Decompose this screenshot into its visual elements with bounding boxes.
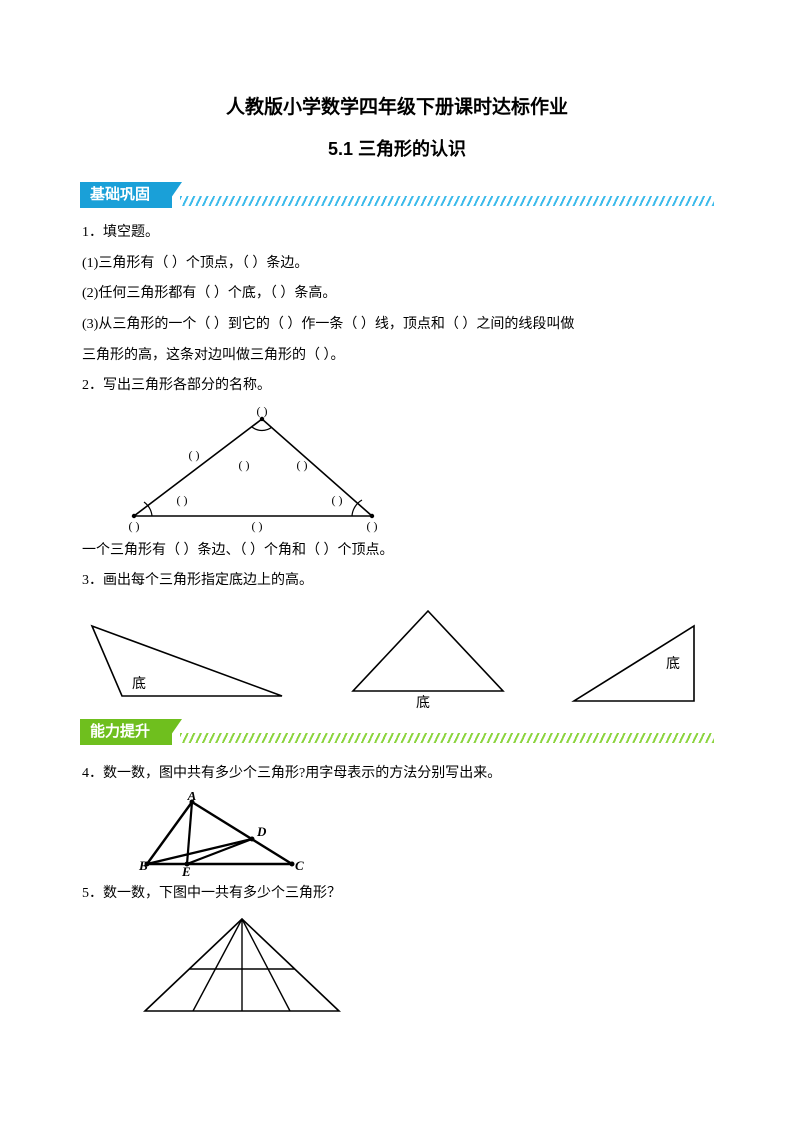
svg-text:( ): ( ) [297, 458, 308, 472]
q3-label-2: 底 [416, 695, 430, 711]
q1-tail: 三角形的高，这条对边叫做三角形的（ ）。 [82, 343, 714, 370]
q4-label-C: C [295, 858, 304, 873]
q3-tri-2: 底 [343, 601, 513, 711]
q1-item-3: (3)从三角形的一个（ ）到它的（ ）作一条（ ）线，顶点和（ ）之间的线段叫做 [82, 312, 714, 339]
q3-head: 3．画出每个三角形指定底边上的高。 [82, 568, 714, 595]
q3-label-1: 底 [132, 676, 146, 692]
svg-text:( ): ( ) [239, 458, 250, 472]
svg-text:( ): ( ) [189, 448, 200, 462]
svg-text:( ): ( ) [257, 404, 268, 418]
q3-tri-3: 底 [564, 616, 714, 711]
title-sub: 5.1 三角形的认识 [80, 132, 714, 166]
q1-item-2: (2)任何三角形都有（ ）个底，（ ）条高。 [82, 281, 714, 308]
q2-head: 2．写出三角形各部分的名称。 [82, 373, 714, 400]
banner-basic-tab: 基础巩固 [80, 182, 172, 208]
banner-ability: 能力提升 [80, 719, 714, 747]
q4-label-B: B [138, 858, 148, 873]
q5-diagram [137, 911, 714, 1021]
q2-diagram: ( ) ( ) ( ) ( ) ( ) ( ) ( ) ( ) ( ) [122, 404, 714, 534]
q1-head: 1．填空题。 [82, 220, 714, 247]
banner-ability-tab: 能力提升 [80, 719, 172, 745]
banner-ability-hatch [180, 733, 714, 743]
svg-text:( ): ( ) [177, 493, 188, 507]
q4-label-A: A [187, 792, 197, 803]
q3-row: 底 底 底 [82, 601, 714, 711]
q3-label-3: 底 [666, 656, 680, 672]
q3-tri-1: 底 [82, 616, 292, 711]
q4-label-D: D [256, 824, 267, 839]
q4-label-E: E [181, 864, 191, 877]
svg-text:( ): ( ) [332, 493, 343, 507]
q5-head: 5．数一数，下图中一共有多少个三角形？ [82, 881, 714, 908]
q1-item-1: (1)三角形有（ ）个顶点，（ ）条边。 [82, 251, 714, 278]
title-main: 人教版小学数学四年级下册课时达标作业 [80, 90, 714, 126]
q2-summary: 一个三角形有（ ）条边、（ ）个角和（ ）个顶点。 [82, 538, 714, 565]
svg-text:( ): ( ) [252, 519, 263, 533]
svg-text:( ): ( ) [129, 519, 140, 533]
q4-diagram: A B C D E [137, 792, 714, 877]
banner-basic: 基础巩固 [80, 182, 714, 210]
q4-head: 4．数一数，图中共有多少个三角形?用字母表示的方法分别写出来。 [82, 761, 714, 788]
svg-text:( ): ( ) [367, 519, 378, 533]
banner-basic-hatch [180, 196, 714, 206]
